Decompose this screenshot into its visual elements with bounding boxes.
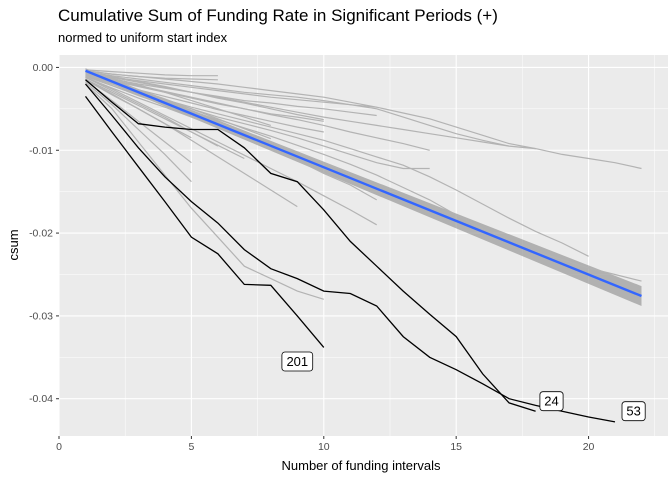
highlighted-series-24 — [85, 79, 536, 412]
y-tick-label: 0.00 — [33, 62, 54, 74]
x-tick-label: 20 — [583, 441, 595, 453]
gray-series-line — [85, 71, 536, 150]
chart-title: Cumulative Sum of Funding Rate in Signif… — [58, 6, 498, 25]
gray-series-line — [85, 76, 377, 226]
x-axis-title: Number of funding intervals — [282, 458, 441, 473]
gray-series-line — [85, 78, 245, 160]
annotation-label-53: 53 — [626, 404, 640, 419]
gray-series-line — [85, 83, 324, 300]
y-tick-label: -0.03 — [29, 310, 53, 322]
gray-series-layer — [85, 69, 642, 300]
grid-lines — [58, 55, 668, 436]
trend-layer — [85, 69, 642, 298]
annotation-box-24 — [539, 391, 564, 412]
annotation-label-24: 24 — [544, 394, 558, 409]
gray-series-line — [85, 71, 271, 126]
gray-series-line — [85, 76, 377, 201]
y-tick-label: -0.04 — [29, 393, 53, 405]
gray-series-line — [85, 71, 324, 121]
x-tick-label: 0 — [56, 441, 62, 453]
highlighted-series-201 — [84, 96, 325, 348]
trend-line — [85, 69, 642, 298]
chart-subtitle: normed to uniform start index — [58, 30, 228, 45]
gray-series-line — [85, 81, 192, 183]
y-tick-label: -0.01 — [29, 145, 53, 157]
x-tick-label: 15 — [450, 441, 462, 453]
highlighted-series-53 — [85, 83, 616, 423]
gray-series-line — [85, 70, 642, 170]
gray-series-line — [85, 69, 218, 77]
y-tick-label: -0.02 — [29, 228, 53, 240]
highlighted-series-layer — [84, 79, 616, 423]
x-tick-label: 10 — [318, 441, 330, 453]
gray-series-line — [85, 76, 219, 147]
x-tick-label: 5 — [188, 441, 194, 453]
annotation-box-53 — [621, 401, 646, 422]
annotation-layer: 201 24 53 — [281, 351, 646, 422]
y-axis-title: csum — [6, 229, 21, 260]
axes: 0 5 10 15 20 0.00 -0.01 -0.02 -0.03 -0.04 — [29, 62, 594, 453]
gray-series-line — [85, 72, 324, 122]
annotation-label-201: 201 — [286, 354, 308, 369]
gray-series-line — [85, 71, 510, 147]
annotation-box-201 — [281, 351, 314, 372]
